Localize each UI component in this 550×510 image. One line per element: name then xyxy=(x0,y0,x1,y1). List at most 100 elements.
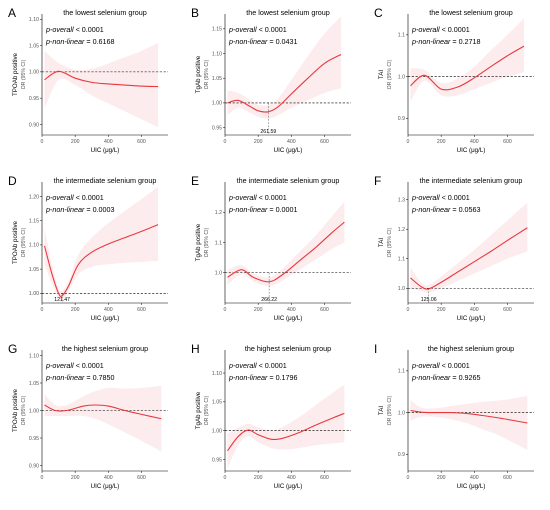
stat-p-overall: p-overall <0.0001 xyxy=(411,193,470,202)
stat-p-overall: p-overall <0.0001 xyxy=(411,361,470,370)
y-tick-label: 1.10 xyxy=(212,371,222,377)
y-tick-label: 1.00 xyxy=(212,428,222,434)
panel-title: the intermediate selenium group xyxy=(54,176,157,185)
y-tick-label: 0.95 xyxy=(212,125,222,131)
stat-relation: < xyxy=(76,25,80,34)
x-axis-label: UIC (μg/L) xyxy=(457,147,486,154)
y-axis-sublabel: OR (95% CI) xyxy=(387,395,393,425)
x-axis-label: UIC (μg/L) xyxy=(274,315,303,322)
y-axis-sublabel: OR (95% CI) xyxy=(21,59,27,89)
stat-label: p-non-linear xyxy=(411,37,451,46)
x-tick-label: 400 xyxy=(104,139,113,145)
stat-label: p-overall xyxy=(228,361,257,370)
spline-curve xyxy=(410,409,528,424)
x-tick-label: 0 xyxy=(41,307,44,313)
y-tick-label: 1.00 xyxy=(29,291,39,297)
stat-p-non-linear: p-non-linear = 0.0001 xyxy=(228,205,298,214)
y-tick-label: 1.15 xyxy=(212,27,222,33)
stat-p-overall: p-overall <0.0001 xyxy=(45,361,104,370)
stat-relation: = xyxy=(452,373,456,382)
x-tick-label: 600 xyxy=(320,307,329,313)
x-axis-label: UIC (μg/L) xyxy=(457,315,486,322)
stat-p-non-linear: p-non-linear = 0.9265 xyxy=(411,373,481,382)
stat-p-overall: p-overall <0.0001 xyxy=(45,25,104,34)
y-tick-label: 0.9 xyxy=(398,452,405,458)
x-axis-label: UIC (μg/L) xyxy=(91,483,120,490)
stat-value: 0.1796 xyxy=(276,373,298,382)
y-axis-sublabel: OR (95% CI) xyxy=(387,59,393,89)
y-axis-sublabel: OR (95% CI) xyxy=(204,59,210,89)
x-tick-label: 200 xyxy=(437,139,446,145)
stat-p-overall: p-overall <0.0001 xyxy=(228,193,287,202)
reference-x-label: 261.59 xyxy=(260,129,276,135)
confidence-band xyxy=(44,186,159,302)
x-tick-label: 600 xyxy=(503,139,512,145)
stat-p-non-linear: p-non-linear = 0.0431 xyxy=(228,37,298,46)
x-tick-label: 0 xyxy=(41,139,44,145)
y-axis-label: TAI xyxy=(378,406,385,415)
panel-title: the lowest selenium group xyxy=(246,8,330,17)
stat-label: p-overall xyxy=(228,193,257,202)
x-tick-label: 0 xyxy=(41,475,44,481)
y-axis-sublabel: OR (95% CI) xyxy=(204,227,210,257)
x-tick-label: 200 xyxy=(71,307,80,313)
confidence-band xyxy=(44,385,162,452)
stat-label: p-non-linear xyxy=(228,37,268,46)
y-axis-label: TAI xyxy=(378,70,385,79)
stat-value: 0.0001 xyxy=(265,361,287,370)
y-axis-sublabel: OR (95% CI) xyxy=(204,395,210,425)
stat-value: 0.0001 xyxy=(448,193,470,202)
y-tick-label: 1.3 xyxy=(398,198,405,204)
panel-letter: B xyxy=(191,6,199,20)
panel-title: the intermediate selenium group xyxy=(237,176,340,185)
stat-value: 0.0003 xyxy=(93,205,115,214)
panel-title: the highest selenium group xyxy=(245,344,331,353)
x-tick-label: 0 xyxy=(407,475,410,481)
stat-relation: = xyxy=(269,205,273,214)
y-axis-sublabel: OR (95% CI) xyxy=(387,227,393,257)
spline-curve xyxy=(43,224,159,298)
y-axis-sublabel: OR (95% CI) xyxy=(21,227,27,257)
panel-letter: H xyxy=(191,342,200,356)
stat-p-non-linear: p-non-linear = 0.6168 xyxy=(45,37,115,46)
y-axis-label: TPOAb positive xyxy=(12,52,19,96)
x-tick-label: 0 xyxy=(224,139,227,145)
y-axis-label: TgAb positive xyxy=(195,223,202,261)
reference-x-label: 266.22 xyxy=(261,297,277,303)
x-axis-label: UIC (μg/L) xyxy=(274,483,303,490)
x-tick-label: 0 xyxy=(224,475,227,481)
stat-label: p-overall xyxy=(45,25,74,34)
spline-curve xyxy=(227,412,345,452)
x-tick-label: 400 xyxy=(470,475,479,481)
stat-label: p-overall xyxy=(411,193,440,202)
confidence-band xyxy=(227,384,345,469)
panel-letter: E xyxy=(191,174,199,188)
y-tick-label: 1.2 xyxy=(215,210,222,216)
x-tick-label: 600 xyxy=(137,475,146,481)
stat-label: p-overall xyxy=(411,361,440,370)
stat-relation: < xyxy=(259,25,263,34)
x-axis-label: UIC (μg/L) xyxy=(457,483,486,490)
panel-title: the intermediate selenium group xyxy=(420,176,523,185)
x-tick-label: 600 xyxy=(320,475,329,481)
y-tick-label: 1.1 xyxy=(398,33,405,39)
stat-value: 0.9265 xyxy=(459,373,481,382)
spline-curve xyxy=(227,221,345,283)
y-tick-label: 1.0 xyxy=(398,410,405,416)
stat-relation: < xyxy=(76,361,80,370)
stat-relation: = xyxy=(86,373,90,382)
stat-value: 0.0001 xyxy=(276,205,298,214)
x-tick-label: 200 xyxy=(254,307,263,313)
panel-title: the lowest selenium group xyxy=(429,8,513,17)
stat-relation: = xyxy=(86,205,90,214)
reference-x-label: 121.47 xyxy=(54,297,70,303)
y-tick-label: 1.10 xyxy=(29,353,39,359)
spline-curve xyxy=(410,227,528,290)
panel-letter: A xyxy=(8,6,16,20)
x-tick-label: 400 xyxy=(287,139,296,145)
x-tick-label: 0 xyxy=(224,307,227,313)
